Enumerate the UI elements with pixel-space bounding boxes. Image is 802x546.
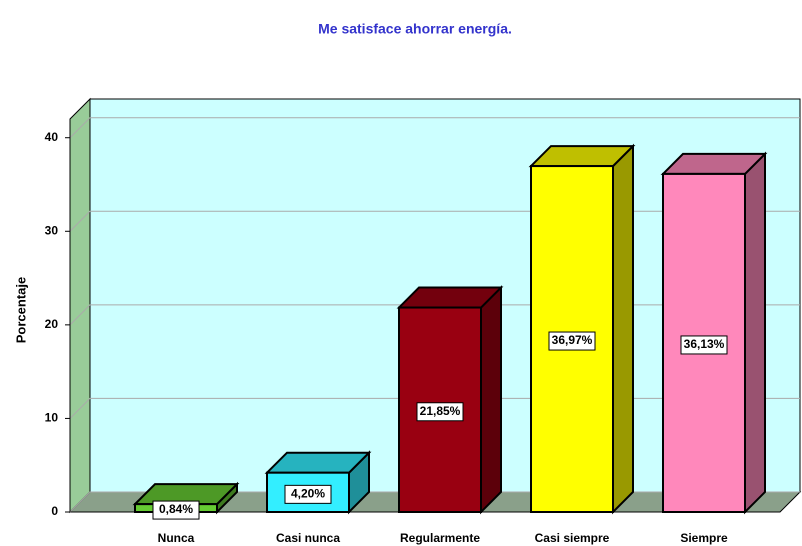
grid-line	[69, 117, 800, 139]
bar-side	[612, 143, 634, 515]
value-label-box	[284, 484, 332, 504]
y-tick-label: 40	[45, 130, 59, 144]
y-tick-label: 10	[45, 411, 59, 425]
value-label: 36,97%	[552, 333, 593, 347]
bar-side	[744, 151, 766, 515]
value-label: 0,84%	[159, 502, 193, 516]
left-wall	[69, 97, 91, 514]
value-label: 36,13%	[684, 337, 725, 351]
y-tick-label: 0	[51, 504, 58, 518]
x-tick-label: Casi siempre	[535, 531, 610, 545]
chart-title: Me satisface ahorrar energía.	[318, 21, 512, 37]
value-label: 21,85%	[420, 404, 461, 418]
bar	[266, 471, 350, 514]
value-label-box	[548, 331, 596, 351]
x-tick-label: Regularmente	[400, 531, 480, 545]
value-label-box	[416, 402, 464, 422]
y-tick-label: 20	[45, 317, 59, 331]
x-tick-label: Casi nunca	[276, 531, 340, 545]
value-label-box	[680, 335, 728, 355]
value-label: 4,20%	[291, 487, 325, 501]
x-tick-label: Siempre	[680, 531, 728, 545]
x-tick-label: Nunca	[158, 531, 195, 545]
bar-side	[480, 285, 502, 515]
y-axis-label: Porcentaje	[13, 277, 28, 343]
value-label-box	[152, 500, 200, 520]
y-tick-label: 30	[45, 223, 59, 237]
